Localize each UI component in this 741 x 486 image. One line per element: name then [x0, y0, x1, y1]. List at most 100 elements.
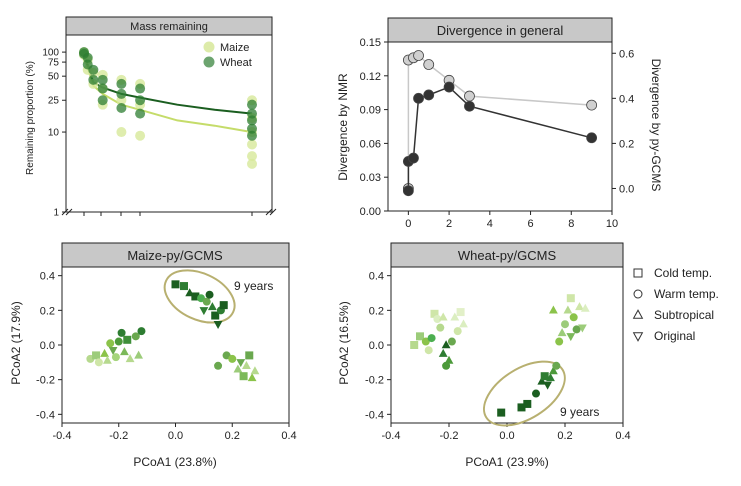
pcoa-point-triangle	[250, 366, 260, 375]
pcoa-point-circle	[137, 327, 146, 336]
mass-point-wheat	[88, 64, 99, 75]
pcoa-point-down	[578, 324, 587, 333]
pcoa-point-down	[213, 321, 223, 329]
pcoa-point-triangle	[100, 348, 109, 357]
pcoa-point-circle	[202, 297, 211, 306]
pcoa-point-circle	[114, 337, 123, 346]
wheat-xlabel: PCoA1 (23.9%)	[465, 455, 548, 469]
pcoa-point-circle	[561, 320, 569, 329]
pcoa-xtick-label: -0.4	[53, 430, 72, 442]
divergence-xtick-label: 10	[606, 218, 618, 230]
pcoa-point-triangle	[125, 354, 135, 363]
divergence-y2tick-label: 0.6	[619, 48, 634, 60]
pygcms-point	[464, 90, 475, 102]
mass-ytick-label: 10	[48, 128, 60, 139]
pcoa-xtick-label: 0.2	[557, 430, 572, 442]
divergence-ytick-label: 0.03	[360, 172, 381, 184]
divergence-frame	[387, 41, 613, 212]
pcoa-point-square	[416, 332, 424, 341]
pcoa-point-triangle	[546, 373, 555, 382]
mass-point-wheat	[135, 95, 146, 106]
pcoa-point-circle	[424, 346, 433, 355]
pcoa-point-down	[543, 381, 552, 390]
legend-marker-label: Subtropical	[654, 308, 714, 322]
pcoa-xtick-label: -0.2	[109, 430, 128, 442]
pcoa-point-square	[540, 372, 549, 381]
pcoa-point-circle	[421, 337, 430, 346]
pcoa-xtick-label: 0.0	[168, 430, 183, 442]
pcoa-point-circle	[214, 361, 223, 370]
pcoa-point-circle	[552, 361, 561, 370]
mass-point-wheat	[116, 102, 127, 113]
mass-ytick-label: 25	[48, 96, 60, 107]
pcoa-ytick-label: 0.4	[40, 271, 55, 283]
mass-point-wheat	[247, 99, 257, 110]
pcoa-point-triangle	[233, 364, 243, 373]
mass-ytick-label: 1	[53, 208, 59, 219]
mass-point-wheat	[116, 78, 127, 89]
legend-marker-down	[632, 332, 644, 342]
wheat-annotation: 9 years	[560, 405, 599, 419]
mass-point-wheat	[247, 115, 257, 126]
pcoa-point-triangle	[549, 305, 558, 314]
maize-ylabel: PCoA2 (17.9%)	[9, 301, 23, 384]
pcoa-point-down	[236, 359, 246, 368]
pcoa-xtick-label: 0.4	[615, 430, 630, 442]
maize-pcoa-panel: Maize-py/GCMS PCoA2 (17.9%) PCoA1 (23.8%…	[9, 242, 297, 469]
divergence-y2tick-label: 0.4	[619, 93, 634, 105]
mass-marks	[79, 47, 257, 169]
maize-xlabel: PCoA1 (23.8%)	[133, 455, 216, 469]
divergence-panel: Divergence in general Divergence by NMR …	[336, 17, 663, 230]
divergence-ytick-label: 0.06	[360, 138, 381, 150]
mass-legend: Maize Wheat	[203, 41, 252, 69]
pcoa-point-square	[239, 372, 248, 381]
pcoa-point-triangle	[450, 312, 460, 321]
pcoa-point-circle	[131, 332, 140, 341]
pcoa-point-triangle	[438, 348, 448, 357]
wheat-marks	[410, 294, 590, 427]
divergence-y2tick-label: 0.2	[619, 138, 634, 150]
nmr-point	[586, 132, 598, 144]
legend-marker-label: Cold temp.	[654, 266, 712, 280]
pcoa-xtick-label: 0.2	[225, 430, 240, 442]
pcoa-point-square	[410, 341, 419, 349]
pcoa-point-triangle	[549, 366, 558, 375]
mass-title: Mass remaining	[130, 21, 208, 33]
legend-marker-label: Original	[654, 329, 695, 343]
mass-point-wheat	[135, 108, 146, 119]
mass-ytick-label: 100	[42, 48, 59, 59]
mass-point-wheat	[97, 95, 108, 106]
mass-point-wheat	[88, 74, 99, 85]
mass-ytick-label: 75	[48, 58, 60, 69]
legend-wheat-label: Wheat	[220, 57, 252, 69]
legend-wheat-swatch	[203, 56, 215, 68]
mass-point-wheat	[247, 130, 257, 141]
maize-annotation: 9 years	[234, 279, 273, 293]
pcoa-point-circle	[117, 328, 126, 337]
pcoa-point-down	[108, 347, 118, 355]
pcoa-point-down	[566, 333, 576, 342]
pcoa-point-square	[456, 308, 465, 317]
pygcms-line	[407, 54, 592, 189]
pcoa-point-down	[199, 307, 209, 316]
pcoa-ytick-label: 0.0	[40, 340, 55, 352]
pcoa-point-circle	[572, 325, 581, 334]
pcoa-point-triangle	[438, 312, 448, 321]
mass-point-maize	[135, 130, 146, 141]
legend-marker-triangle	[632, 309, 644, 319]
wheat-title: Wheat-py/GCMS	[458, 248, 557, 263]
pcoa-xtick-label: -0.2	[440, 430, 459, 442]
mass-break-right-1	[265, 208, 273, 216]
nmr-point	[464, 100, 475, 112]
divergence-xtick-label: 0	[405, 218, 411, 230]
legend-marker-circle	[633, 289, 643, 299]
mass-point-wheat	[97, 83, 108, 94]
mass-point-wheat	[116, 88, 127, 99]
divergence-y2tick-label: 0.0	[619, 183, 634, 195]
pcoa-point-triangle	[563, 305, 573, 314]
pcoa-point-circle	[228, 354, 237, 363]
legend-maize-swatch	[203, 41, 215, 53]
maize-title: Maize-py/GCMS	[127, 248, 223, 263]
divergence-xtick-label: 8	[568, 218, 574, 230]
pcoa-point-triangle	[580, 303, 590, 312]
